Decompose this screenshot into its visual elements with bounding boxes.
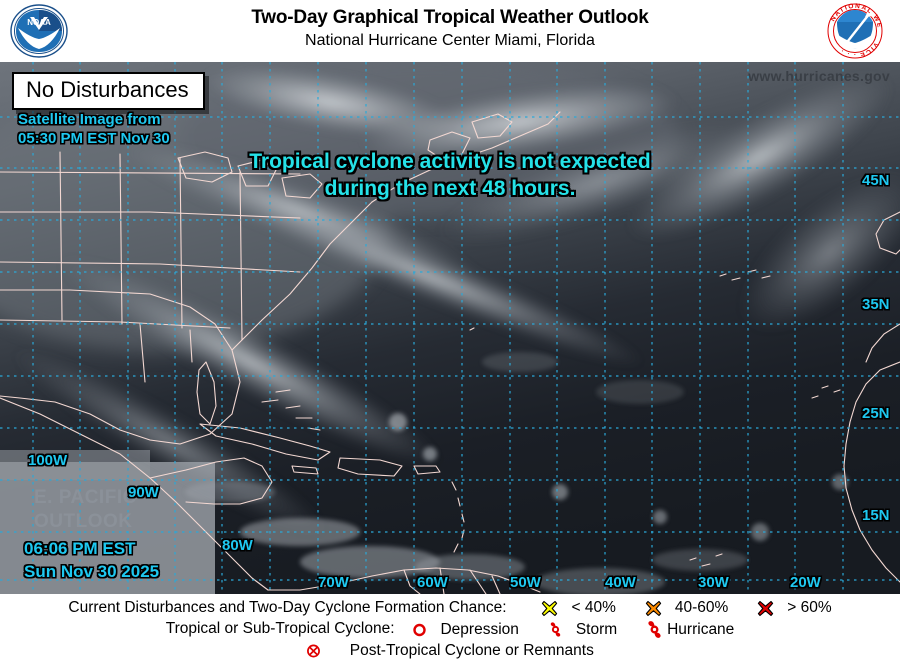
outlook-message-line-1: Tropical cyclone activity is not expecte… xyxy=(249,150,651,173)
legend-hurricane-label: Hurricane xyxy=(667,620,735,638)
lon-label-40w: 40W xyxy=(605,574,636,591)
east-pacific-outlook-link[interactable]: E. PACIFIC OUTLOOK xyxy=(34,486,137,534)
legend-hurricane: Hurricane xyxy=(646,619,735,640)
lon-label-50w: 50W xyxy=(510,574,541,591)
legend-storm: Storm xyxy=(548,619,618,640)
lat-label-45n: 45N xyxy=(862,172,890,189)
lon-label-60w: 60W xyxy=(417,574,448,591)
page-header: NOAA Two-Day Graphical Tropical Weather … xyxy=(0,0,900,62)
satellite-info-line-2: 05:30 PM EST Nov 30 xyxy=(18,130,170,147)
page-title: Two-Day Graphical Tropical Weather Outlo… xyxy=(251,7,649,28)
depression-circle-icon xyxy=(413,623,426,636)
x-mark-icon xyxy=(757,600,774,616)
lon-label-20w: 20W xyxy=(790,574,821,591)
local-date: Sun Nov 30 2025 xyxy=(24,562,160,581)
satellite-info-line-1: Satellite Image from xyxy=(18,111,161,128)
epac-line-1: E. PACIFIC xyxy=(34,487,137,508)
satellite-map[interactable]: www.hurricanes.gov No Disturbances Satel… xyxy=(0,62,900,594)
header-title-block: Two-Day Graphical Tropical Weather Outlo… xyxy=(0,0,900,51)
satellite-image-timestamp: Satellite Image from 05:30 PM EST Nov 30 xyxy=(18,110,170,148)
x-mark-icon xyxy=(645,600,661,616)
legend-chance-high-label: > 60% xyxy=(787,599,832,617)
epac-line-2: OUTLOOK xyxy=(34,511,133,532)
post-tropical-icon xyxy=(307,644,321,658)
legend-chance-low-label: < 40% xyxy=(571,599,616,617)
no-disturbances-label: No Disturbances xyxy=(26,77,189,102)
legend-chance-low: < 40% xyxy=(541,597,616,618)
map-legend: Current Disturbances and Two-Day Cyclone… xyxy=(0,594,900,665)
hurricane-spiral-icon xyxy=(648,621,661,639)
legend-chance-high: > 60% xyxy=(757,597,832,618)
legend-depression: Depression xyxy=(412,619,519,640)
outlook-message-line-2: during the next 48 hours. xyxy=(324,177,576,200)
lon-label-80w: 80W xyxy=(222,537,253,554)
lat-label-15n: 15N xyxy=(862,507,890,524)
lat-label-35n: 35N xyxy=(862,296,890,313)
x-mark-icon xyxy=(542,600,558,616)
legend-storm-label: Storm xyxy=(575,620,618,638)
local-time: 06:06 PM EST xyxy=(24,539,136,558)
lon-label-30w: 30W xyxy=(698,574,729,591)
legend-cyclone-row: Tropical or Sub-Tropical Cyclone: Depres… xyxy=(0,618,900,639)
noaa-logo: NOAA xyxy=(8,4,70,59)
legend-depression-label: Depression xyxy=(440,620,519,638)
latlon-grid xyxy=(0,62,900,594)
lon-label-100w: 100W xyxy=(28,452,68,469)
legend-chance-medium: 40-60% xyxy=(645,597,729,618)
lon-label-90w: 90W xyxy=(128,484,159,501)
post-tropical-label: Post-Tropical Cyclone or Remnants xyxy=(349,641,594,659)
legend-chance-medium-label: 40-60% xyxy=(674,599,729,617)
lat-label-25n: 25N xyxy=(862,405,890,422)
satellite-imagery xyxy=(0,62,900,594)
nws-logo: NATIONAL WEATHER SER VICE . . . xyxy=(824,2,886,60)
outlook-message: Tropical cyclone activity is not expecte… xyxy=(0,148,900,202)
page-subtitle: National Hurricane Center Miami, Florida xyxy=(305,32,595,49)
storm-spiral-icon xyxy=(550,622,560,637)
legend-formation-chance-row: Current Disturbances and Two-Day Cyclone… xyxy=(0,594,900,618)
no-disturbances-badge: No Disturbances xyxy=(12,72,205,110)
lon-label-70w: 70W xyxy=(318,574,349,591)
local-issuance-time: 06:06 PM EST Sun Nov 30 2025 xyxy=(24,537,159,583)
coastline-overlay xyxy=(0,111,900,594)
legend-post-tropical-row: Post-Tropical Cyclone or Remnants xyxy=(0,640,900,661)
cyclone-type-label: Tropical or Sub-Tropical Cyclone: xyxy=(165,620,395,638)
formation-chance-label: Current Disturbances and Two-Day Cyclone… xyxy=(68,599,507,616)
website-url: www.hurricanes.gov xyxy=(748,68,890,84)
svg-text:NOAA: NOAA xyxy=(27,18,51,27)
